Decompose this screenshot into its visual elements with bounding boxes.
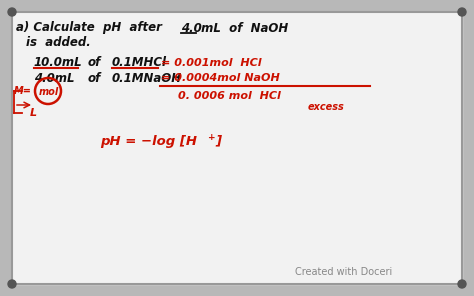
Text: a) Calculate  pH  after: a) Calculate pH after — [16, 22, 170, 35]
Text: 4.0mL: 4.0mL — [34, 72, 74, 84]
Text: +: + — [207, 133, 215, 141]
Text: ]: ] — [215, 134, 221, 147]
Text: L: L — [30, 108, 37, 118]
Text: 0.1MHCl: 0.1MHCl — [112, 57, 167, 70]
Text: 4.0: 4.0 — [181, 22, 202, 35]
Text: of: of — [88, 72, 101, 84]
Text: of: of — [88, 57, 101, 70]
Circle shape — [8, 280, 16, 288]
Text: = 0.001mol  HCl: = 0.001mol HCl — [161, 58, 262, 68]
Text: M=: M= — [14, 86, 32, 96]
Text: excess: excess — [308, 102, 345, 112]
Text: pH = −log [H: pH = −log [H — [100, 134, 197, 147]
Text: is  added.: is added. — [26, 36, 91, 49]
Text: mol: mol — [39, 87, 59, 97]
Circle shape — [458, 8, 466, 16]
Circle shape — [458, 280, 466, 288]
Text: mL  of  NaOH: mL of NaOH — [197, 22, 288, 35]
Text: 10.0mL: 10.0mL — [34, 57, 82, 70]
Text: Created with Doceri: Created with Doceri — [295, 267, 392, 277]
Text: 0. 0006 mol  HCl: 0. 0006 mol HCl — [178, 91, 281, 101]
Text: 0.1MNaOH: 0.1MNaOH — [112, 72, 182, 84]
Text: = 0.0004mol NaOH: = 0.0004mol NaOH — [161, 73, 280, 83]
Circle shape — [8, 8, 16, 16]
